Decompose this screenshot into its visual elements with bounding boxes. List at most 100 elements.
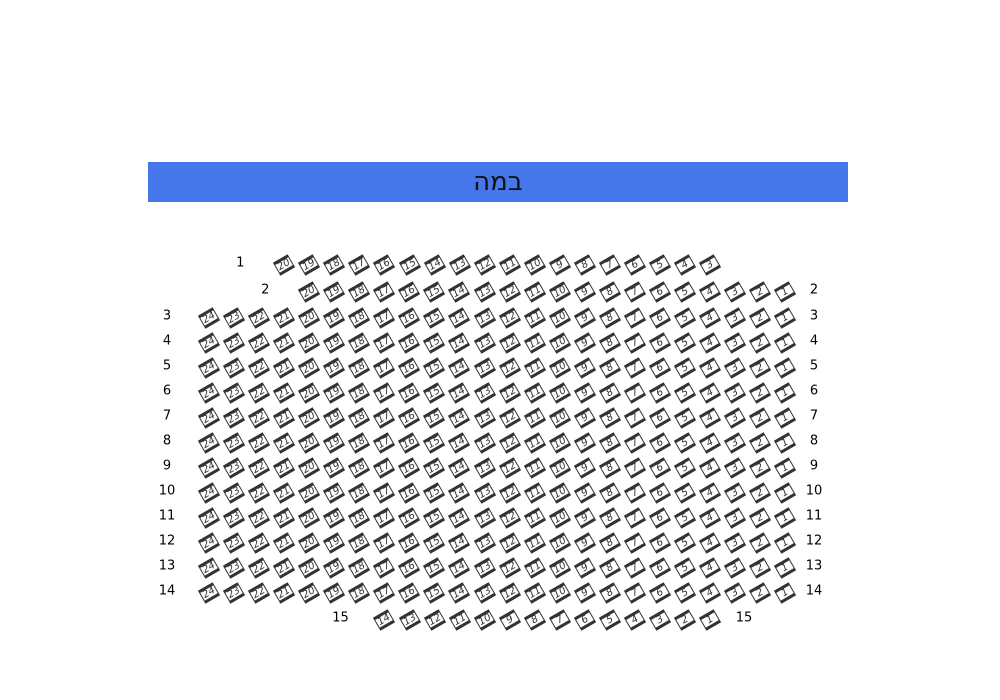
seat[interactable]: 12 — [423, 609, 446, 631]
seat[interactable]: 24 — [197, 382, 221, 404]
seat[interactable]: 17 — [373, 557, 396, 579]
seat[interactable]: 3 — [723, 382, 747, 404]
seat[interactable]: 20 — [298, 432, 321, 454]
seat[interactable]: 10 — [548, 332, 571, 354]
seat[interactable]: 10 — [548, 457, 571, 479]
seat[interactable]: 14 — [448, 432, 471, 454]
seat[interactable]: 21 — [273, 432, 296, 454]
seat[interactable]: 4 — [698, 507, 721, 529]
seat[interactable]: 9 — [573, 357, 596, 379]
seat[interactable]: 1 — [773, 407, 797, 429]
seat[interactable]: 16 — [398, 457, 421, 479]
seat[interactable]: 15 — [423, 582, 446, 604]
seat[interactable]: 12 — [498, 457, 521, 479]
seat[interactable]: 14 — [448, 307, 471, 329]
seat[interactable]: 2 — [748, 432, 772, 454]
seat[interactable]: 11 — [523, 382, 546, 404]
seat[interactable]: 9 — [573, 382, 596, 404]
seat[interactable]: 20 — [298, 482, 321, 504]
seat[interactable]: 1 — [773, 281, 797, 303]
seat[interactable]: 16 — [398, 281, 421, 303]
seat[interactable]: 16 — [398, 432, 421, 454]
seat[interactable]: 12 — [498, 281, 521, 303]
seat[interactable]: 8 — [598, 281, 621, 303]
seat[interactable]: 22 — [248, 432, 271, 454]
seat[interactable]: 19 — [298, 254, 321, 276]
seat[interactable]: 6 — [648, 457, 671, 479]
seat[interactable]: 10 — [548, 382, 571, 404]
seat[interactable]: 15 — [423, 357, 446, 379]
seat[interactable]: 5 — [673, 507, 696, 529]
seat[interactable]: 23 — [222, 582, 246, 604]
seat[interactable]: 12 — [498, 507, 521, 529]
seat[interactable]: 8 — [523, 609, 546, 631]
seat[interactable]: 3 — [723, 482, 747, 504]
seat[interactable]: 12 — [498, 532, 521, 554]
seat[interactable]: 4 — [623, 609, 646, 631]
seat[interactable]: 6 — [648, 532, 671, 554]
seat[interactable]: 13 — [473, 382, 496, 404]
seat[interactable]: 20 — [298, 382, 321, 404]
seat[interactable]: 23 — [222, 382, 246, 404]
seat[interactable]: 23 — [222, 557, 246, 579]
seat[interactable]: 19 — [323, 532, 346, 554]
seat[interactable]: 9 — [498, 609, 521, 631]
seat[interactable]: 4 — [698, 357, 721, 379]
seat[interactable]: 4 — [698, 532, 721, 554]
seat[interactable]: 3 — [648, 609, 672, 631]
seat[interactable]: 4 — [698, 332, 721, 354]
seat[interactable]: 5 — [673, 307, 696, 329]
seat[interactable]: 5 — [673, 532, 696, 554]
seat[interactable]: 3 — [723, 432, 747, 454]
seat[interactable]: 13 — [473, 557, 496, 579]
seat[interactable]: 24 — [197, 407, 221, 429]
seat[interactable]: 13 — [473, 482, 496, 504]
seat[interactable]: 17 — [373, 357, 396, 379]
seat[interactable]: 20 — [298, 332, 321, 354]
seat[interactable]: 15 — [423, 432, 446, 454]
seat[interactable]: 7 — [623, 332, 646, 354]
seat[interactable]: 13 — [473, 432, 496, 454]
seat[interactable]: 17 — [373, 482, 396, 504]
seat[interactable]: 6 — [648, 281, 671, 303]
seat[interactable]: 15 — [423, 307, 446, 329]
seat[interactable]: 16 — [398, 407, 421, 429]
seat[interactable]: 3 — [723, 582, 747, 604]
seat[interactable]: 12 — [498, 357, 521, 379]
seat[interactable]: 15 — [423, 557, 446, 579]
seat[interactable]: 19 — [323, 482, 346, 504]
seat[interactable]: 17 — [373, 582, 396, 604]
seat[interactable]: 10 — [548, 557, 571, 579]
seat[interactable]: 13 — [473, 507, 496, 529]
seat[interactable]: 15 — [423, 457, 446, 479]
seat[interactable]: 1 — [698, 609, 722, 631]
seat[interactable]: 12 — [498, 332, 521, 354]
seat[interactable]: 14 — [448, 382, 471, 404]
seat[interactable]: 9 — [573, 332, 596, 354]
seat[interactable]: 24 — [197, 332, 221, 354]
seat[interactable]: 10 — [548, 357, 571, 379]
seat[interactable]: 2 — [748, 507, 772, 529]
seat[interactable]: 8 — [598, 582, 621, 604]
seat[interactable]: 19 — [323, 357, 346, 379]
seat[interactable]: 18 — [348, 307, 371, 329]
seat[interactable]: 2 — [748, 281, 772, 303]
seat[interactable]: 1 — [773, 307, 797, 329]
seat[interactable]: 10 — [548, 407, 571, 429]
seat[interactable]: 5 — [673, 382, 696, 404]
seat[interactable]: 9 — [573, 557, 596, 579]
seat[interactable]: 18 — [348, 582, 371, 604]
seat[interactable]: 20 — [298, 407, 321, 429]
seat[interactable]: 5 — [673, 281, 696, 303]
seat[interactable]: 14 — [448, 582, 471, 604]
seat[interactable]: 4 — [673, 254, 697, 276]
seat[interactable]: 11 — [523, 407, 546, 429]
seat[interactable]: 12 — [498, 407, 521, 429]
seat[interactable]: 7 — [623, 582, 646, 604]
seat[interactable]: 17 — [373, 532, 396, 554]
seat[interactable]: 13 — [473, 357, 496, 379]
seat[interactable]: 2 — [748, 457, 772, 479]
seat[interactable]: 4 — [698, 557, 721, 579]
seat[interactable]: 3 — [723, 281, 747, 303]
seat[interactable]: 24 — [197, 432, 221, 454]
